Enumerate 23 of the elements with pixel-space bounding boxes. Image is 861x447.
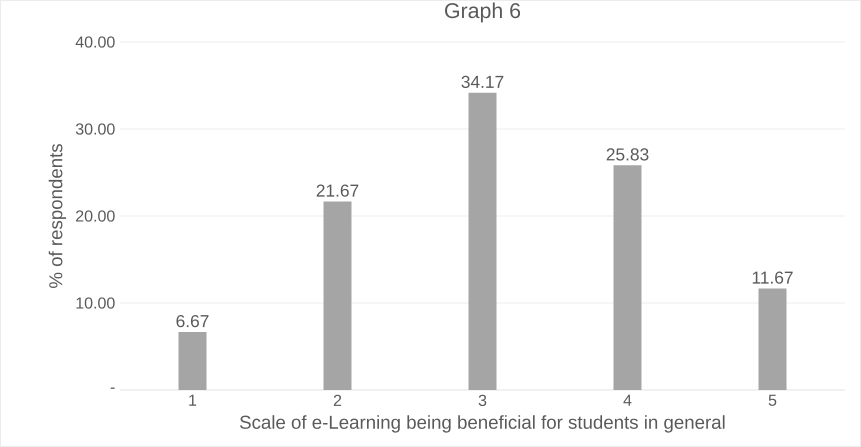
x-tick-label: 1 — [189, 394, 196, 406]
data-label: 21.67 — [316, 184, 358, 197]
data-label: 11.67 — [752, 271, 793, 284]
x-tick-label: 3 — [478, 394, 486, 406]
y-tick-label: 10.00 — [76, 297, 115, 309]
x-tick-label: 2 — [334, 394, 342, 406]
bar — [758, 288, 786, 390]
bar — [324, 201, 352, 390]
x-axis-title: Scale of e-Learning being beneficial for students in general — [240, 415, 724, 433]
x-tick-label: 5 — [768, 394, 776, 406]
data-label: 6.67 — [176, 314, 208, 328]
chart-title: Graph 6 — [445, 2, 520, 22]
y-tick-label: 30.00 — [76, 123, 115, 135]
y-axis-title: % of respondents — [48, 144, 66, 288]
bar — [614, 165, 642, 390]
y-tick-label: - — [110, 388, 115, 389]
y-tick-label: 40.00 — [76, 36, 115, 48]
data-label: 34.17 — [461, 76, 504, 88]
data-label: 25.83 — [606, 148, 648, 161]
y-tick-label: 20.00 — [76, 210, 115, 222]
bar — [178, 332, 206, 390]
x-tick-label: 4 — [623, 394, 632, 406]
bar — [468, 92, 496, 390]
